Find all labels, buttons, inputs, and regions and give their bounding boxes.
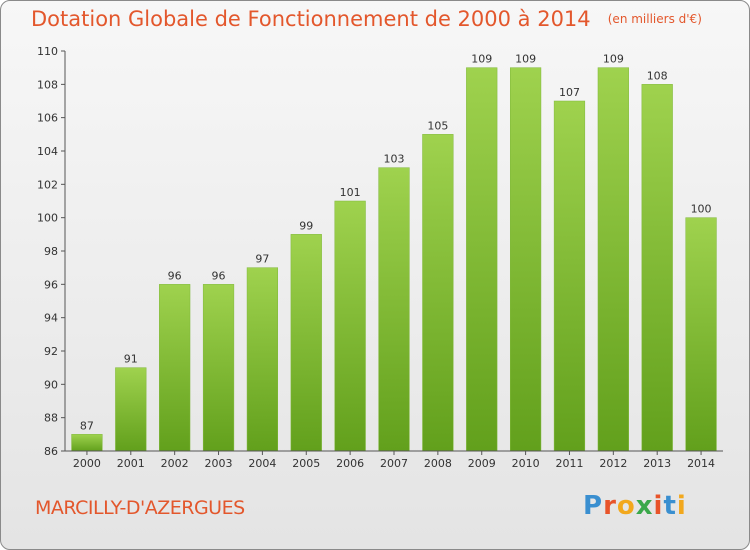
data-label-2011: 107: [559, 86, 580, 99]
bar-2003: [202, 284, 235, 452]
bar-2001: [115, 367, 147, 452]
data-label-2001: 91: [124, 353, 138, 366]
y-tick-label: 100: [37, 212, 58, 225]
x-tick-label-2006: 2006: [336, 457, 364, 470]
title-block: Dotation Globale de Fonctionnement de 20…: [31, 7, 702, 31]
x-tick-label-2001: 2001: [117, 457, 145, 470]
data-label-2008: 105: [427, 119, 448, 132]
logo-letter: x: [635, 491, 654, 521]
bar-2010: [509, 67, 542, 452]
data-label-2010: 109: [515, 53, 536, 66]
data-label-2007: 103: [384, 153, 405, 166]
bar-2012: [597, 67, 629, 452]
x-tick-label-2002: 2002: [161, 457, 189, 470]
x-axis: 2000 2001 2002 2003 2004 2005 2006 2007 2008 2009…: [65, 450, 723, 470]
data-label-2012: 109: [603, 53, 624, 66]
bar-2004: [246, 267, 279, 452]
y-tick-label: 92: [44, 345, 58, 358]
bar-2014: [685, 217, 717, 452]
y-tick-label: 106: [37, 112, 58, 125]
logo-letter: P: [583, 491, 604, 521]
y-tick-label: 88: [44, 412, 58, 425]
y-tick-label: 94: [44, 312, 58, 325]
bar-2008: [422, 134, 454, 452]
bar-2011: [553, 100, 586, 452]
x-tick-label-2008: 2008: [424, 457, 452, 470]
y-tick-label: 110: [37, 45, 58, 58]
data-label-2014: 100: [691, 203, 712, 216]
x-tick-label-2010: 2010: [512, 457, 540, 470]
bar-2005: [290, 234, 322, 452]
logo-letter: o: [616, 491, 636, 521]
bar-2007: [378, 167, 410, 452]
x-tick-label-2004: 2004: [248, 457, 276, 470]
y-axis: 86 88 90 92 94 96 98 100 102 104 106 108 110: [37, 45, 66, 458]
proxiti-logo: Proxiti: [583, 491, 687, 521]
y-tick-label: 90: [44, 378, 58, 391]
x-tick-label-2012: 2012: [599, 457, 627, 470]
chart-subtitle: (en milliers d'€): [607, 12, 702, 26]
chart-title: Dotation Globale de Fonctionnement de 20…: [31, 7, 591, 31]
bar-2009: [466, 67, 498, 452]
x-tick-label-2003: 2003: [205, 457, 233, 470]
data-label-2013: 108: [647, 69, 668, 82]
data-label-2000: 87: [80, 419, 94, 432]
data-label-2002: 96: [168, 269, 182, 282]
y-tick-label: 104: [37, 145, 58, 158]
logo-letter: t: [663, 491, 677, 521]
y-tick-label: 98: [44, 245, 58, 258]
y-tick-label: 102: [37, 178, 58, 191]
bar-2002: [159, 284, 191, 452]
x-tick-label-2011: 2011: [555, 457, 583, 470]
logo-letter: i: [676, 491, 687, 521]
data-label-2009: 109: [471, 53, 492, 66]
data-label-2003: 96: [212, 269, 226, 282]
x-tick-label-2005: 2005: [292, 457, 320, 470]
x-tick-label-2014: 2014: [687, 457, 715, 470]
bar-2013: [641, 84, 673, 452]
x-tick-label-2009: 2009: [468, 457, 496, 470]
y-tick-label: 108: [37, 78, 58, 91]
x-tick-label-2007: 2007: [380, 457, 408, 470]
x-tick-label-2013: 2013: [643, 457, 671, 470]
y-tick-label: 96: [44, 278, 58, 291]
bars: 87 91 96 96 97 99 101 103 105 109 109 107 109 108 100: [71, 53, 717, 452]
bar-2006: [334, 200, 366, 452]
x-tick-label-2000: 2000: [73, 457, 101, 470]
logo-letter: r: [603, 491, 617, 521]
data-label-2004: 97: [255, 253, 269, 266]
bar-2000: [71, 434, 103, 452]
data-label-2006: 101: [340, 186, 361, 199]
data-label-2005: 99: [299, 219, 313, 232]
commune-name: MARCILLY-D'AZERGUES: [35, 497, 245, 519]
y-tick-label: 86: [44, 445, 58, 458]
logo-letter: i: [653, 491, 664, 521]
